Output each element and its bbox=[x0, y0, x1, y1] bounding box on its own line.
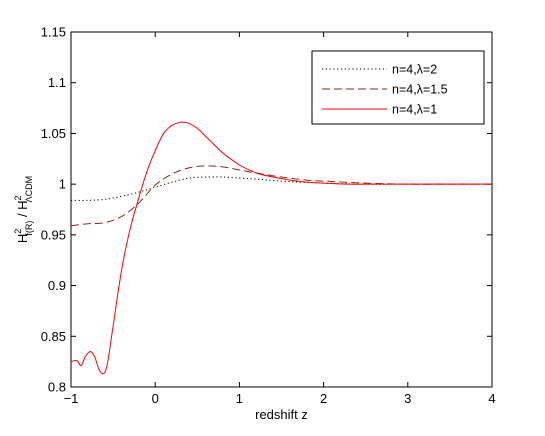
x-tick-label: 3 bbox=[404, 391, 411, 406]
x-axis-label: redshift z bbox=[255, 407, 308, 422]
series-layer bbox=[70, 121, 492, 375]
y-tick-label: 0.9 bbox=[48, 278, 66, 293]
y-tick-label: 0.85 bbox=[41, 329, 66, 344]
x-axis-ticks: −1 0 1 2 3 4 bbox=[64, 32, 496, 406]
legend: n=4,λ=2 n=4,λ=1.5 n=4,λ=1 bbox=[311, 50, 485, 125]
legend-label-3: n=4,λ=1 bbox=[392, 103, 437, 117]
y-tick-label: 1.05 bbox=[41, 126, 66, 141]
legend-label-1: n=4,λ=2 bbox=[392, 63, 437, 77]
y-tick-label: 0.8 bbox=[48, 380, 66, 395]
y-label-sup1: 2 bbox=[13, 229, 23, 234]
y-label-base2: H bbox=[15, 200, 30, 209]
y-axis-label: H2f(R) / H2ΛCDM bbox=[13, 176, 34, 243]
x-tick-label: 1 bbox=[236, 391, 243, 406]
y-tick-label: 1.15 bbox=[41, 25, 66, 40]
svg-text:H2f(R) / H2ΛCDM: H2f(R) / H2ΛCDM bbox=[13, 176, 34, 243]
series-line-2 bbox=[70, 165, 492, 227]
y-tick-label: 0.95 bbox=[41, 227, 66, 242]
y-tick-label: 1 bbox=[59, 177, 66, 192]
y-label-sub1: f(R) bbox=[24, 221, 34, 236]
y-label-sup2: 2 bbox=[13, 195, 23, 200]
y-axis-ticks: 0.8 0.85 0.9 0.95 1 1.05 1.1 1.15 bbox=[41, 25, 492, 395]
legend-box bbox=[311, 50, 485, 125]
y-label-sep: / bbox=[15, 210, 30, 221]
x-tick-label: 2 bbox=[320, 391, 327, 406]
y-label-base1: H bbox=[15, 234, 30, 243]
x-tick-label: −1 bbox=[64, 391, 79, 406]
y-label-sub2: ΛCDM bbox=[24, 176, 34, 203]
legend-label-2: n=4,λ=1.5 bbox=[392, 83, 448, 97]
series-line-3 bbox=[70, 121, 492, 375]
x-tick-label: 0 bbox=[152, 391, 159, 406]
y-tick-label: 1.1 bbox=[48, 75, 66, 90]
x-tick-label: 4 bbox=[488, 391, 495, 406]
